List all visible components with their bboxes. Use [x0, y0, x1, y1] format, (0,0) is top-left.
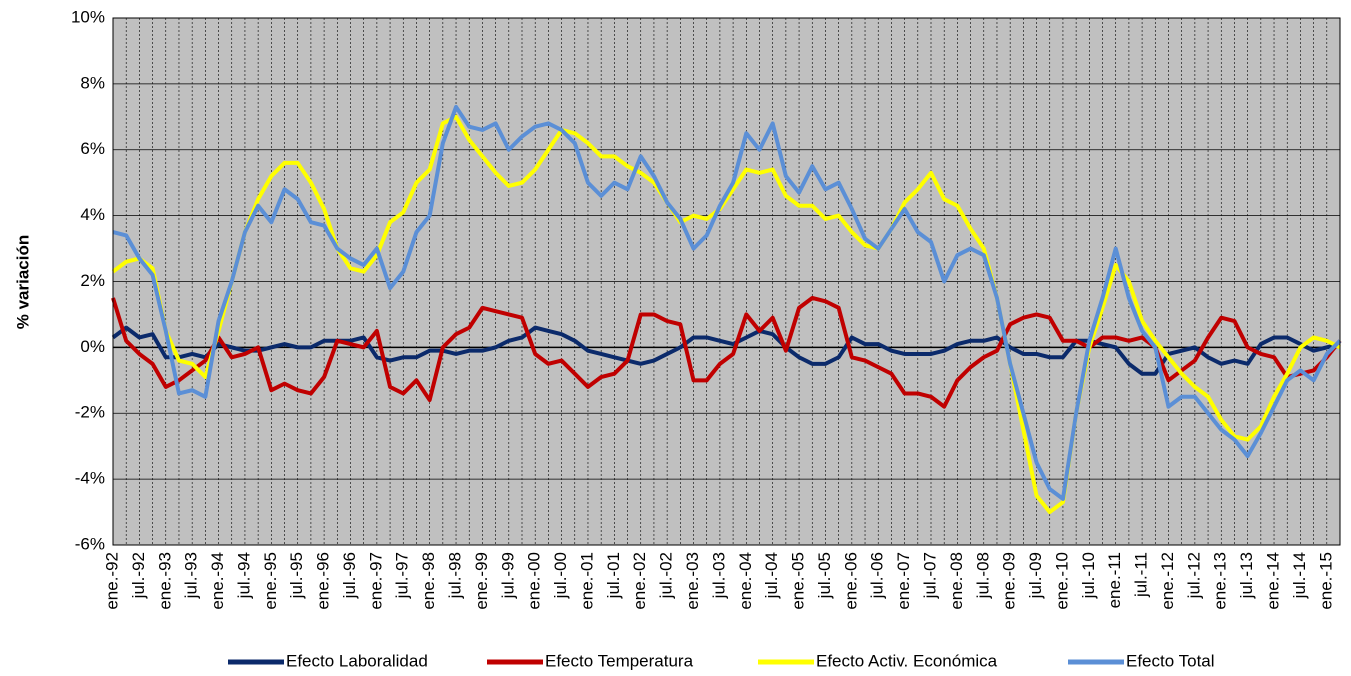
y-tick-label: 2% — [80, 271, 105, 290]
y-tick-label: 0% — [80, 337, 105, 356]
x-tick-label: jul.-08 — [973, 552, 992, 599]
x-tick-label: ene.-12 — [1158, 552, 1177, 610]
x-tick-label: jul.-01 — [604, 552, 623, 599]
x-tick-label: jul.-97 — [393, 552, 412, 599]
y-tick-label: -2% — [75, 403, 105, 422]
x-tick-label: jul.-04 — [762, 552, 781, 599]
x-tick-label: ene.-04 — [736, 552, 755, 610]
y-tick-label: 4% — [80, 205, 105, 224]
series-line — [111, 295, 1342, 409]
x-tick-label: ene.-13 — [1211, 552, 1230, 610]
x-tick-label: jul.-95 — [287, 552, 306, 599]
series-line — [111, 325, 1341, 376]
x-tick-label: ene.-10 — [1052, 552, 1071, 610]
x-tick-label: jul.-06 — [868, 552, 887, 599]
y-axis-title: % variación — [13, 235, 32, 330]
x-tick-label: ene.-94 — [208, 552, 227, 610]
plot-border — [112, 17, 1341, 546]
x-tick-label: jul.-11 — [1132, 552, 1151, 598]
x-tick-label: jul.-02 — [657, 552, 676, 599]
x-tick-label: ene.-00 — [525, 552, 544, 610]
x-tick-label: ene.-97 — [366, 552, 385, 610]
y-tick-label: -6% — [75, 534, 105, 553]
x-tick-label: jul.-12 — [1184, 552, 1203, 599]
x-tick-label: ene.-98 — [419, 552, 438, 610]
x-tick-label: ene.-96 — [314, 552, 333, 610]
series-line — [111, 114, 1341, 515]
x-tick-label: ene.-03 — [683, 552, 702, 610]
x-tick-label: jul.-96 — [340, 552, 359, 599]
x-tick-label: jul.-92 — [129, 552, 148, 599]
x-tick-label: jul.-10 — [1079, 552, 1098, 599]
x-tick-label: jul.-93 — [182, 552, 201, 599]
legend-label: Efecto Total — [1126, 651, 1215, 670]
x-tick-label: jul.-99 — [498, 552, 517, 599]
x-tick-label: ene.-01 — [577, 552, 596, 610]
x-tick-label: ene.-11 — [1105, 552, 1124, 608]
y-tick-label: 6% — [80, 139, 105, 158]
x-tick-label: jul.-13 — [1237, 552, 1256, 599]
x-tick-label: jul.-98 — [446, 552, 465, 599]
x-tick-label: ene.-99 — [472, 552, 491, 610]
x-tick-label: ene.-92 — [102, 552, 121, 610]
x-tick-label: ene.-95 — [261, 552, 280, 610]
x-tick-label: ene.-08 — [947, 552, 966, 610]
x-tick-label: jul.-14 — [1290, 552, 1309, 599]
x-tick-label: jul.-94 — [234, 552, 253, 599]
x-tick-label: jul.-03 — [709, 552, 728, 599]
x-tick-label: ene.-93 — [155, 552, 174, 610]
x-tick-label: ene.-09 — [1000, 552, 1019, 610]
x-tick-label: jul.-09 — [1026, 552, 1045, 599]
legend-label: Efecto Temperatura — [545, 651, 694, 670]
x-tick-label: ene.-05 — [789, 552, 808, 610]
x-tick-label: ene.-07 — [894, 552, 913, 610]
series-line — [112, 104, 1342, 501]
x-tick-label: ene.-06 — [841, 552, 860, 610]
x-tick-label: jul.-05 — [815, 552, 834, 599]
x-tick-label: ene.-14 — [1264, 552, 1283, 610]
x-tick-label: ene.-02 — [630, 552, 649, 610]
legend-label: Efecto Activ. Económica — [816, 651, 998, 670]
x-tick-label: ene.-15 — [1316, 552, 1335, 610]
y-tick-label: 8% — [80, 73, 105, 92]
y-tick-label: 10% — [71, 7, 105, 26]
legend-label: Efecto Laboralidad — [286, 651, 428, 670]
x-tick-label: jul.-00 — [551, 552, 570, 599]
x-tick-label: jul.-07 — [920, 552, 939, 599]
y-tick-label: -4% — [75, 469, 105, 488]
